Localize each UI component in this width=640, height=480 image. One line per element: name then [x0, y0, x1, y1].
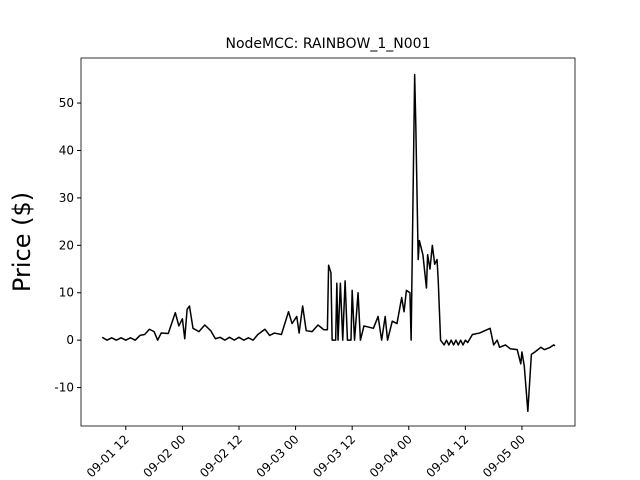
y-tick-label: 50 [59, 96, 74, 110]
y-tick-label: 30 [59, 191, 74, 205]
y-tick-label: 0 [66, 333, 74, 347]
plot-frame [80, 57, 576, 427]
y-tick-label: 40 [59, 143, 74, 157]
y-tick-label: 10 [59, 286, 74, 300]
y-tick-label: -10 [54, 381, 74, 395]
chart-title: NodeMCC: RAINBOW_1_N001 [226, 36, 431, 52]
y-tick-label: 20 [59, 238, 74, 252]
price-line [101, 73, 556, 413]
y-axis-label: Price ($) [8, 192, 36, 292]
